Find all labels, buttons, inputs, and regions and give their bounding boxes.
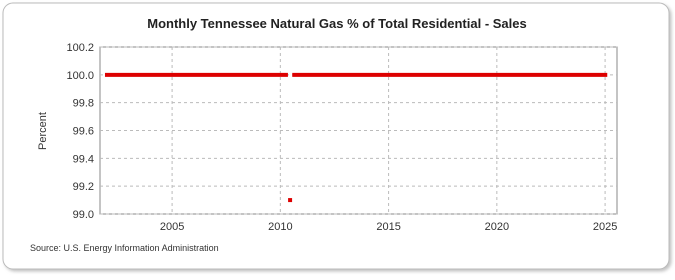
y-tick-label: 99.4 — [73, 153, 94, 165]
y-tick-label: 100.2 — [66, 42, 94, 54]
x-tick-label: 2025 — [593, 221, 617, 233]
x-tick-label: 2015 — [376, 221, 400, 233]
x-tick-label: 2020 — [485, 221, 509, 233]
y-axis-label: Percent — [37, 112, 49, 150]
y-tick-label: 99.8 — [73, 98, 94, 110]
y-tick-label: 99.2 — [73, 181, 94, 193]
source: Source: U.S. Energy Information Administ… — [30, 243, 219, 253]
x-tick-label: 2005 — [160, 221, 184, 233]
data-point — [288, 198, 293, 203]
chart-title: Monthly Tennessee Natural Gas % of Total… — [147, 16, 527, 31]
y-tick-label: 99.6 — [73, 126, 94, 138]
y-tick-label: 100.0 — [66, 70, 94, 82]
x-tick-label: 2010 — [268, 221, 292, 233]
y-tick-label: 99.0 — [73, 209, 94, 221]
